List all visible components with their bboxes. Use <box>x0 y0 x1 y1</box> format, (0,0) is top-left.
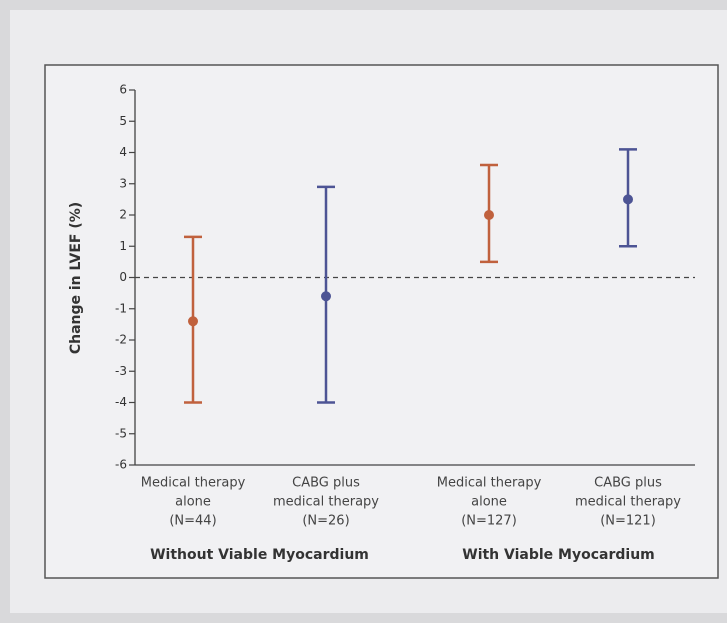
y-tick-label: 1 <box>119 239 127 253</box>
group-label: With Viable Myocardium <box>462 547 655 563</box>
x-tick-label: medical therapy <box>273 495 379 510</box>
x-tick-label: medical therapy <box>575 495 681 510</box>
x-tick-label: CABG plus <box>292 476 360 491</box>
y-tick-label: 3 <box>119 176 127 190</box>
x-tick-label: (N=121) <box>600 514 656 529</box>
x-tick-label: Medical therapy <box>141 476 246 491</box>
y-tick-label: -3 <box>115 364 127 378</box>
y-tick-label: 4 <box>119 145 127 159</box>
x-tick-label: alone <box>471 495 507 510</box>
y-tick-label: -6 <box>115 458 127 472</box>
point <box>484 210 494 220</box>
x-tick-label: CABG plus <box>594 476 662 491</box>
x-tick-label: (N=127) <box>461 514 517 529</box>
y-tick-label: 6 <box>119 83 127 97</box>
group-label: Without Viable Myocardium <box>150 547 369 563</box>
y-tick-label: 2 <box>119 208 127 222</box>
y-tick-label: -1 <box>115 301 127 315</box>
point <box>188 316 198 327</box>
x-tick-label: Medical therapy <box>437 476 542 491</box>
y-tick-label: -4 <box>115 395 127 409</box>
y-tick-label: 0 <box>119 270 127 284</box>
figure-frame <box>44 64 719 579</box>
y-axis-label: Change in LVEF (%) <box>68 202 84 354</box>
point <box>623 194 633 205</box>
point <box>321 291 331 302</box>
x-tick-label: alone <box>175 495 211 510</box>
y-tick-label: -5 <box>115 426 127 440</box>
y-tick-label: 5 <box>119 114 127 128</box>
x-tick-label: (N=44) <box>169 514 216 529</box>
x-tick-label: (N=26) <box>302 514 349 529</box>
y-tick-label: -2 <box>115 333 127 347</box>
